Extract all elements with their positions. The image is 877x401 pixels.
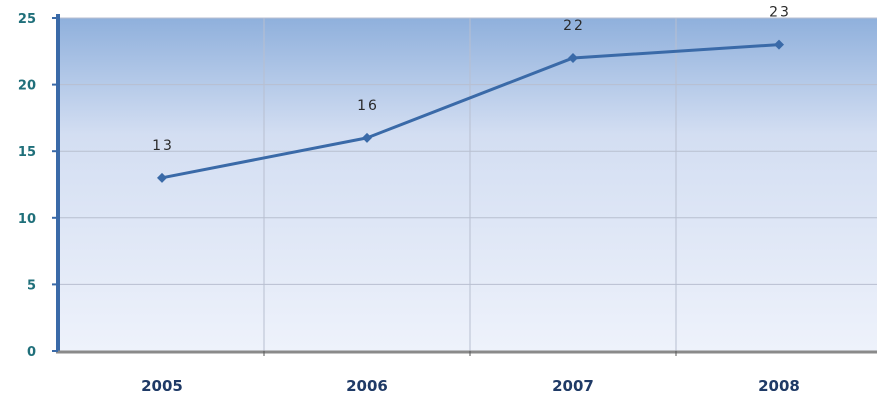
data-point-2007 — [568, 52, 578, 63]
x-tick-label-2008: 2008 — [758, 377, 800, 395]
data-point-2005 — [157, 172, 167, 183]
plot-area — [58, 18, 877, 351]
y-tick-label-5: 5 — [27, 278, 36, 293]
y-tick-label-0: 0 — [27, 345, 36, 360]
x-tick-label-2005: 2005 — [141, 377, 183, 395]
data-labels: 13 16 22 23 — [152, 5, 791, 154]
x-axis-ticks: 2005 2006 2007 2008 — [141, 351, 800, 395]
x-tick-label-2006: 2006 — [346, 377, 388, 395]
data-label-2005: 13 — [152, 138, 174, 154]
series-line-0 — [160, 43, 781, 180]
data-label-2007: 22 — [563, 18, 585, 34]
y-tick-label-20: 20 — [18, 79, 36, 94]
data-point-2006 — [362, 132, 372, 143]
data-point-2008 — [774, 39, 784, 50]
y-tick-label-10: 10 — [18, 212, 36, 227]
grid-lines — [58, 17, 877, 351]
series — [157, 39, 784, 183]
y-tick-label-15: 15 — [18, 145, 36, 160]
axes — [56, 14, 877, 354]
data-label-2008: 23 — [769, 5, 791, 21]
x-tick-label-2007: 2007 — [552, 377, 594, 395]
data-label-2006: 16 — [357, 98, 379, 114]
y-tick-label-25: 25 — [18, 12, 36, 27]
y-axis-ticks: 0 5 10 15 20 25 — [18, 12, 58, 360]
